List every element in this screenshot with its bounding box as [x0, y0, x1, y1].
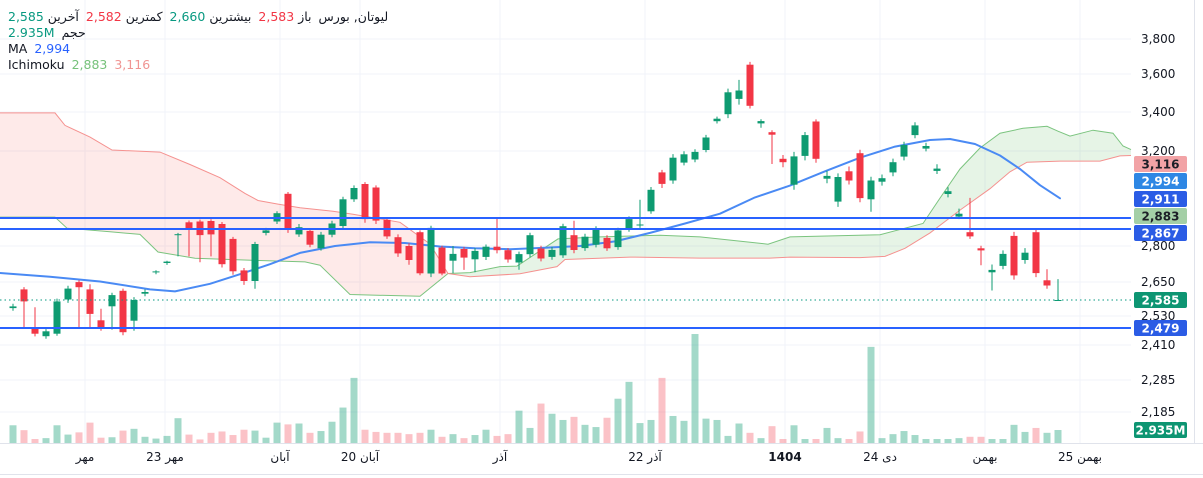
symbol-name: لیوتان, بورس [318, 9, 389, 25]
svg-text:آبان: آبان [270, 449, 290, 464]
open-pair: باز 2,583 [258, 9, 312, 25]
svg-text:20 آبان: 20 آبان [341, 449, 380, 464]
svg-text:2,185: 2,185 [1141, 405, 1175, 419]
legend-symbol-row[interactable]: لیوتان, بورس باز 2,583 بیشترین 2,660 کمت… [8, 9, 388, 25]
svg-text:آذر: آذر [492, 449, 508, 465]
legend-volume-row[interactable]: حجم 2.935M [8, 25, 86, 41]
time-axis[interactable] [0, 443, 1203, 478]
low-value: 2,582 [85, 9, 122, 25]
svg-text:2,883: 2,883 [1142, 210, 1180, 224]
svg-text:2,410: 2,410 [1141, 338, 1175, 352]
last-pair: آخرین 2,585 [8, 9, 79, 25]
svg-text:2,285: 2,285 [1141, 373, 1175, 387]
svg-text:2,911: 2,911 [1142, 193, 1180, 207]
svg-text:3,200: 3,200 [1141, 144, 1175, 158]
svg-text:3,800: 3,800 [1141, 32, 1175, 46]
ichimoku-value-b: 3,116 [114, 57, 151, 73]
svg-text:مهر: مهر [75, 450, 95, 465]
svg-text:2,650: 2,650 [1141, 275, 1175, 289]
svg-text:22 آذر: 22 آذر [628, 449, 662, 465]
svg-text:2,800: 2,800 [1141, 239, 1175, 253]
svg-text:1404: 1404 [768, 450, 801, 464]
svg-text:2,867: 2,867 [1142, 227, 1180, 241]
svg-text:3,116: 3,116 [1142, 158, 1180, 172]
svg-text:3,400: 3,400 [1141, 105, 1175, 119]
svg-text:2,530: 2,530 [1141, 309, 1175, 323]
volume-value: 2.935M [8, 25, 55, 41]
legend-ma-row[interactable]: MA 2,994 [8, 41, 71, 57]
high-value: 2,660 [169, 9, 206, 25]
last-value: 2,585 [8, 9, 44, 25]
svg-text:2.935M: 2.935M [1136, 424, 1186, 438]
svg-text:25 بهمن: 25 بهمن [1058, 450, 1102, 465]
legend: لیوتان, بورس باز 2,583 بیشترین 2,660 کمت… [8, 9, 388, 73]
svg-text:2,479: 2,479 [1142, 322, 1180, 336]
low-pair: کمترین 2,582 [85, 9, 163, 25]
legend-ichimoku-row[interactable]: Ichimoku 2,883 3,116 [8, 57, 151, 73]
svg-text:2,585: 2,585 [1142, 294, 1180, 308]
ma-value: 2,994 [34, 41, 71, 57]
svg-text:2,994: 2,994 [1142, 175, 1180, 189]
svg-text:24 دی: 24 دی [863, 450, 897, 464]
open-value: 2,583 [258, 9, 295, 25]
high-pair: بیشترین 2,660 [169, 9, 252, 25]
price-axis[interactable] [1131, 0, 1203, 443]
ichimoku-value-a: 2,883 [71, 57, 108, 73]
svg-text:23 مهر: 23 مهر [146, 450, 184, 465]
svg-text:بهمن: بهمن [973, 450, 998, 465]
svg-text:3,600: 3,600 [1141, 67, 1175, 81]
